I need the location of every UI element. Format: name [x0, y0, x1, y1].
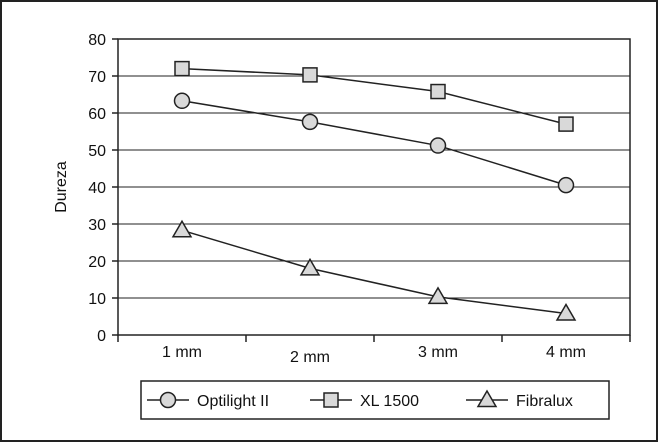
legend-marker-xl-1500	[323, 392, 339, 408]
series-optilight-ii	[173, 92, 575, 194]
data-point-fibralux	[299, 257, 321, 276]
series-group	[171, 60, 577, 321]
data-point-fibralux	[555, 303, 577, 321]
data-point-optilight-ii	[429, 137, 447, 154]
x-axis: 1 mm 2 mm 3 mm 4 mm	[117, 335, 631, 366]
data-point-optilight-ii	[301, 113, 319, 131]
data-point-xl-1500	[174, 60, 190, 77]
series-fibralux	[171, 219, 577, 321]
legend-marker-optilight-ii	[159, 391, 177, 409]
legend-label: Optilight II	[197, 393, 269, 410]
legend-item-xl-1500: XL 1500	[310, 392, 419, 410]
data-point-fibralux	[427, 286, 449, 305]
y-tick-label: 20	[88, 254, 106, 271]
x-tick-label: 2 mm	[290, 349, 330, 366]
y-tick-label: 10	[88, 291, 106, 308]
legend-label: XL 1500	[360, 393, 419, 410]
data-point-optilight-ii	[557, 176, 575, 194]
series-line-fibralux	[181, 229, 567, 315]
x-tick-label: 1 mm	[162, 344, 202, 361]
x-tick-label: 3 mm	[418, 344, 458, 361]
y-tick-label: 30	[88, 217, 106, 234]
legend-label: Fibralux	[516, 393, 573, 410]
data-point-xl-1500	[302, 67, 318, 83]
data-point-optilight-ii	[173, 92, 191, 110]
series-line-xl-1500	[181, 67, 567, 125]
data-point-xl-1500	[430, 83, 446, 100]
legend-item-optilight-ii: Optilight II	[147, 391, 269, 410]
y-tick-label: 70	[88, 69, 106, 86]
legend-box	[140, 380, 610, 420]
series-line-optilight-ii	[181, 100, 567, 186]
legend-item-fibralux: Fibralux	[466, 389, 573, 410]
series-xl-1500	[174, 60, 574, 132]
gridlines	[118, 75, 630, 299]
data-point-xl-1500	[558, 116, 574, 132]
y-tick-label: 50	[88, 143, 106, 160]
y-axis: 0 10 20 30 40 50 60 70 80	[88, 32, 118, 345]
legend-marker-fibralux	[476, 389, 498, 408]
x-tick-label: 4 mm	[546, 344, 586, 361]
y-tick-label: 60	[88, 106, 106, 123]
legend: Optilight II XL 1500 Fibralux	[140, 380, 610, 420]
data-point-fibralux	[171, 219, 193, 238]
y-axis-title: Dureza	[53, 161, 70, 213]
y-tick-label: 40	[88, 180, 106, 197]
y-tick-label: 0	[97, 328, 106, 345]
y-tick-label: 80	[88, 32, 106, 49]
